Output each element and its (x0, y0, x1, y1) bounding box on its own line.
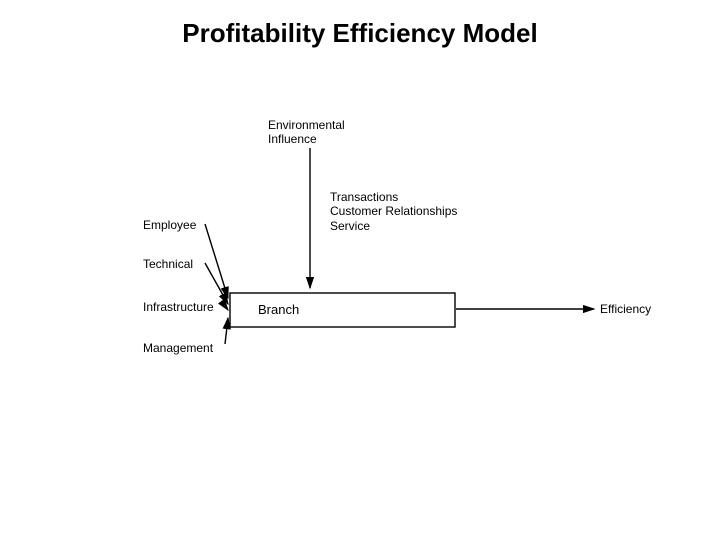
left-input-label-1: Technical (143, 257, 193, 271)
left-input-label-3: Management (143, 341, 213, 355)
left-input-label-0: Employee (143, 218, 196, 232)
efficiency-label: Efficiency (600, 302, 651, 316)
environmental-influence-label: Environmental Influence (268, 118, 345, 147)
diagram-canvas (0, 0, 720, 540)
branch-box-label: Branch (258, 302, 299, 318)
left-input-label-2: Infrastructure (143, 300, 214, 314)
transactions-label: Transactions Customer Relationships Serv… (330, 190, 457, 233)
